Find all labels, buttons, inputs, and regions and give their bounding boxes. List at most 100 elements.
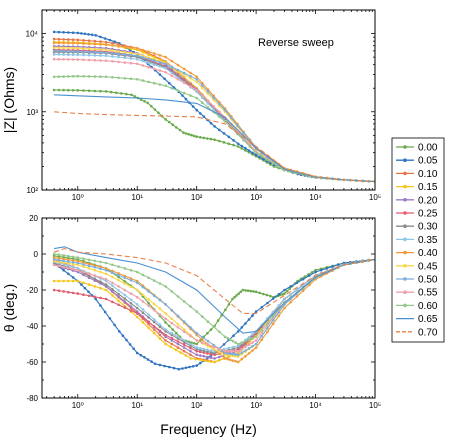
- data-point: [52, 57, 56, 61]
- data-point: [147, 290, 150, 293]
- data-point: [240, 326, 244, 329]
- data-point: [129, 279, 133, 282]
- legend-entry-label: 0.10: [418, 169, 438, 180]
- data-point: [188, 365, 191, 369]
- legend-entry-label: 0.00: [418, 143, 438, 154]
- data-point: [129, 298, 133, 302]
- data-point: [76, 89, 80, 92]
- data-point: [182, 340, 186, 344]
- data-point: [52, 258, 56, 261]
- data-point: [57, 289, 61, 293]
- data-point: [260, 154, 264, 158]
- series-line-0.35: [54, 53, 375, 183]
- data-point: [135, 281, 139, 285]
- data-point: [135, 351, 139, 355]
- annotation-text: Reverse sweep: [258, 37, 334, 49]
- data-point: [67, 88, 70, 92]
- data-point: [117, 76, 120, 80]
- data-point: [199, 354, 202, 357]
- data-point: [87, 276, 91, 280]
- data-point: [158, 73, 162, 76]
- series-line-0.55: [54, 58, 375, 183]
- data-point: [158, 323, 162, 326]
- y-tick-label: 20: [29, 214, 38, 223]
- data-point: [135, 315, 139, 319]
- data-point: [152, 279, 156, 282]
- data-point: [67, 254, 70, 258]
- data-point: [265, 293, 269, 297]
- data-point: [218, 115, 221, 119]
- data-point: [227, 142, 231, 146]
- x-tick-label: 10⁵: [369, 401, 381, 410]
- data-point: [271, 315, 275, 318]
- data-point: [123, 53, 127, 56]
- data-point: [195, 331, 198, 335]
- data-point: [201, 341, 204, 344]
- data-point: [227, 135, 231, 139]
- data-point: [71, 41, 75, 45]
- data-point: [146, 358, 150, 361]
- data-point: [208, 360, 212, 363]
- data-point: [206, 343, 210, 347]
- data-point: [201, 315, 204, 318]
- data-point: [218, 350, 221, 354]
- data-point: [170, 86, 174, 90]
- data-point: [199, 136, 202, 139]
- series-line-0.30: [54, 51, 375, 183]
- data-point: [76, 258, 80, 261]
- data-point: [80, 32, 83, 35]
- data-point: [244, 289, 247, 292]
- data-point: [99, 35, 102, 39]
- data-point: [189, 326, 192, 329]
- x-tick-label: 10¹: [131, 193, 143, 202]
- data-point: [135, 52, 139, 56]
- x-tick-label: 10⁴: [309, 193, 322, 202]
- data-point: [285, 289, 289, 293]
- data-point: [57, 253, 61, 256]
- data-point: [117, 273, 120, 277]
- data-point: [99, 43, 102, 46]
- data-point: [141, 56, 145, 59]
- data-point: [201, 335, 204, 339]
- data-point: [247, 149, 251, 152]
- data-point: [57, 264, 61, 268]
- data-point: [218, 352, 221, 356]
- x-tick-label: 10³: [250, 401, 262, 410]
- data-point: [123, 288, 127, 292]
- data-point: [209, 352, 213, 356]
- data-point: [71, 262, 75, 266]
- data-point: [164, 321, 167, 324]
- data-point: [301, 277, 305, 281]
- data-point: [123, 306, 127, 309]
- data-point: [143, 356, 146, 359]
- data-point: [223, 349, 227, 353]
- data-point: [206, 331, 209, 335]
- data-point: [158, 60, 162, 64]
- data-point: [108, 38, 112, 42]
- data-point: [129, 46, 133, 49]
- data-point: [236, 351, 240, 355]
- data-point: [170, 290, 174, 293]
- data-point: [226, 353, 229, 357]
- data-point: [135, 279, 139, 283]
- data-point: [234, 341, 237, 344]
- data-point: [117, 265, 120, 268]
- data-point: [247, 338, 251, 342]
- data-point: [141, 311, 145, 315]
- data-point: [189, 94, 192, 97]
- data-point: [117, 285, 120, 288]
- data-point: [182, 346, 186, 349]
- data-point: [240, 347, 244, 351]
- data-point: [236, 342, 240, 346]
- data-point: [226, 349, 229, 353]
- data-point: [158, 329, 162, 333]
- data-point: [213, 138, 216, 141]
- x-tick-label: 10⁴: [309, 401, 322, 410]
- data-point: [123, 276, 127, 280]
- data-point: [87, 33, 90, 36]
- data-point: [67, 290, 70, 294]
- data-point: [212, 325, 215, 329]
- data-point: [158, 298, 162, 302]
- data-point: [202, 354, 206, 358]
- data-point: [141, 285, 145, 289]
